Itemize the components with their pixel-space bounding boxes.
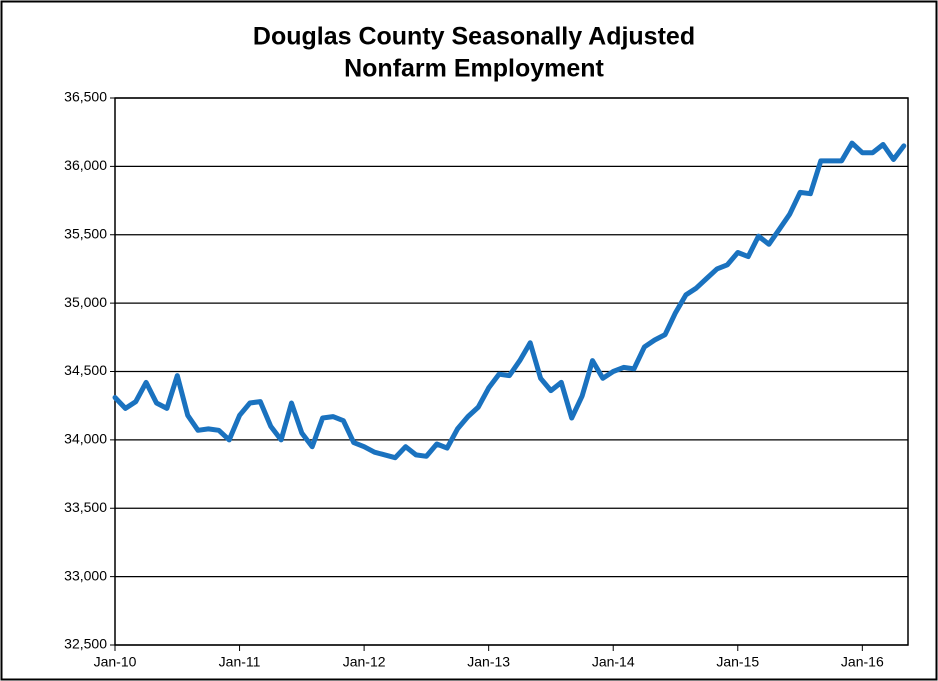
- data-line: [112, 140, 907, 461]
- chart-title: Nonfarm Employment: [344, 55, 604, 83]
- x-tick-label: Jan-10: [94, 654, 137, 670]
- y-tick-label: 32,500: [64, 636, 107, 652]
- y-tick-label: 36,000: [64, 157, 107, 173]
- x-tick-label: Jan-12: [343, 654, 386, 670]
- y-tick-label: 35,000: [64, 294, 107, 310]
- x-tick-label: Jan-15: [716, 654, 759, 670]
- x-tick-label: Jan-11: [219, 654, 261, 670]
- y-tick-label: 34,500: [64, 362, 107, 378]
- x-tick-label: Jan-14: [592, 654, 635, 670]
- y-tick-label: 35,500: [64, 225, 107, 241]
- y-tick-label: 33,500: [64, 499, 107, 515]
- y-tick-label: 36,500: [64, 89, 107, 105]
- y-tick-label: 34,000: [64, 431, 107, 447]
- x-tick-label: Jan-16: [841, 654, 884, 670]
- y-tick-label: 33,000: [64, 567, 107, 583]
- x-tick-label: Jan-13: [467, 654, 510, 670]
- chart-title: Douglas County Seasonally Adjusted: [253, 23, 695, 51]
- plot-area: [114, 97, 909, 646]
